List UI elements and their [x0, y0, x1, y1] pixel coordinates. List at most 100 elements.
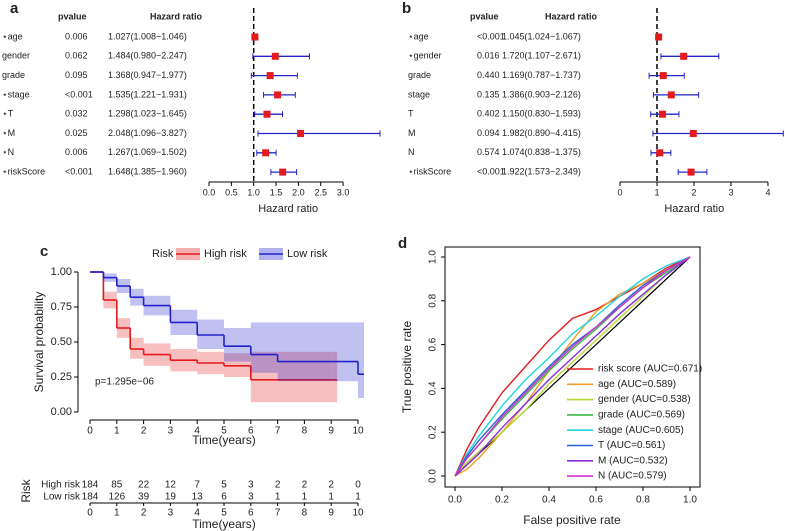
risk-count: 3 — [248, 492, 254, 503]
row-name: M — [408, 128, 416, 138]
hazard-ratio-point — [297, 130, 305, 137]
x-tick-label: 3 — [728, 187, 733, 197]
risk-count: 0 — [355, 480, 361, 491]
hazard-ratio-point — [251, 33, 259, 41]
x-tick-label: 1 — [114, 426, 120, 437]
hazard-ratio-point — [262, 149, 270, 157]
legend-label: grade (AUC=0.569) — [598, 410, 685, 421]
risk-count: 184 — [82, 492, 99, 503]
row-name: N — [408, 147, 415, 157]
p-value: 0.135 — [477, 89, 500, 99]
y-tick-label: 0.6 — [428, 337, 439, 351]
confidence-band — [250, 322, 278, 373]
hazard-ratio-label: 2.048(1.096−3.827) — [108, 128, 187, 138]
legend-label: N (AUC=0.579) — [598, 471, 667, 482]
column-header: Hazard ratio — [150, 11, 203, 21]
x-tick-label: 0.2 — [495, 495, 509, 506]
risk-x-tick-label: 7 — [275, 508, 281, 519]
x-tick-label: 1.5 — [270, 187, 283, 197]
panel-label: b — [402, 0, 411, 17]
risk-count: 19 — [165, 492, 177, 503]
risk-count: 85 — [111, 480, 123, 491]
p-value: <0.001 — [65, 89, 93, 99]
confidence-band — [277, 351, 305, 403]
hazard-ratio-label: 1.484(0.980−2.247) — [108, 51, 187, 61]
p-value: 0.402 — [477, 109, 500, 119]
risk-x-tick-label: 10 — [352, 508, 364, 519]
row-name: ⋆N — [2, 147, 14, 157]
row-name: ⋆age — [408, 31, 429, 41]
row-name: stage — [408, 89, 430, 99]
y-tick-label: 0.00 — [51, 406, 72, 418]
y-tick-label: 0.25 — [51, 371, 72, 383]
row-name: grade — [2, 70, 25, 80]
risk-count: 7 — [194, 480, 200, 491]
hazard-ratio-label: 1.169(0.787−1.737) — [502, 70, 581, 80]
p-value: 0.095 — [65, 70, 88, 80]
hazard-ratio-point — [274, 91, 282, 99]
y-tick-label: 0.75 — [51, 301, 72, 313]
p-value: 0.006 — [65, 147, 88, 157]
p-value-annotation: p=1.295e−06 — [95, 377, 154, 388]
hazard-ratio-label: 1.386(0.903−2.126) — [502, 89, 581, 99]
x-tick-label: 5 — [221, 426, 227, 437]
row-name: ⋆age — [2, 31, 23, 41]
column-header: Hazard ratio — [545, 11, 598, 21]
hazard-ratio-label: 1.922(1.573−2.349) — [502, 166, 581, 176]
x-tick-label: 2 — [691, 187, 696, 197]
y-tick-label: 1.0 — [428, 250, 439, 264]
p-value: 0.016 — [477, 51, 500, 61]
x-tick-label: 3 — [168, 426, 174, 437]
risk-x-tick-label: 1 — [114, 508, 120, 519]
hazard-ratio-point — [655, 33, 663, 41]
risk-count: 1 — [355, 492, 361, 503]
risk-count: 1 — [275, 492, 281, 503]
y-tick-label: 0.8 — [428, 293, 439, 307]
risk-count: 13 — [192, 492, 204, 503]
legend-title: Risk — [152, 248, 174, 260]
x-tick-label: 0 — [87, 426, 93, 437]
row-name: grade — [408, 70, 431, 80]
risk-x-tick-label: 8 — [302, 508, 308, 519]
row-name: ⋆T — [2, 109, 14, 119]
risk-x-tick-label: 4 — [194, 508, 200, 519]
p-value: <0.001 — [477, 31, 505, 41]
risk-table-title: Risk — [19, 478, 33, 502]
p-value: 0.094 — [477, 128, 500, 138]
column-header: pvalue — [470, 11, 499, 21]
legend-label: gender (AUC=0.538) — [598, 394, 691, 405]
roc-curve — [454, 256, 691, 477]
risk-count: 5 — [221, 480, 227, 491]
legend-label: T (AUC=0.561) — [598, 440, 665, 451]
roc-curve — [454, 256, 691, 477]
hazard-ratio-point — [271, 52, 279, 60]
hazard-ratio-label: 1.720(1.107−2.671) — [502, 51, 581, 61]
risk-x-tick-label: 6 — [248, 508, 254, 519]
risk-count: 2 — [302, 480, 308, 491]
hazard-ratio-label: 1.535(1.221−1.931) — [108, 89, 187, 99]
hazard-ratio-point — [263, 110, 271, 118]
x-tick-label: 3.0 — [337, 187, 350, 197]
hazard-ratio-label: 1.368(0.947−1.977) — [108, 70, 187, 80]
risk-count: 1 — [328, 492, 334, 503]
hazard-ratio-point — [667, 91, 675, 99]
hazard-ratio-point — [656, 149, 664, 157]
risk-count: 22 — [138, 480, 150, 491]
p-value: 0.062 — [65, 51, 88, 61]
x-tick-label: 0.5 — [225, 187, 238, 197]
risk-x-tick-label: 9 — [328, 508, 334, 519]
confidence-band — [250, 351, 278, 403]
roc-curve — [454, 256, 691, 477]
row-name: ⋆riskScore — [408, 166, 451, 176]
confidence-band — [224, 328, 251, 362]
risk-count: 6 — [221, 492, 227, 503]
hazard-ratio-point — [687, 168, 695, 176]
risk-x-tick-label: 0 — [87, 508, 93, 519]
hazard-ratio-label: 1.298(1.023−1.645) — [108, 109, 187, 119]
legend-label: Low risk — [287, 248, 328, 260]
row-name: gender — [2, 51, 30, 61]
confidence-band — [277, 322, 305, 382]
legend-label: High risk — [204, 248, 247, 260]
hazard-ratio-label: 1.982(0.890−4.415) — [502, 128, 581, 138]
